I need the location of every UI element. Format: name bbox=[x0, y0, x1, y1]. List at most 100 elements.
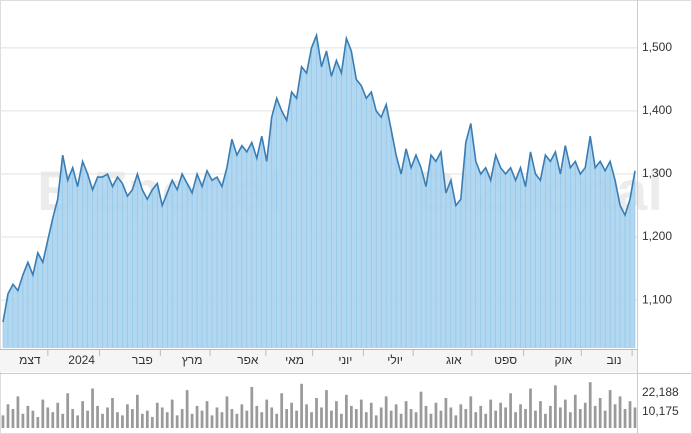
volume-bar bbox=[588, 382, 592, 428]
x-tick-label: 2024 bbox=[68, 353, 95, 367]
volume-bar bbox=[414, 412, 418, 428]
volume-bar bbox=[379, 407, 383, 428]
volume-bar bbox=[31, 410, 35, 428]
volume-bar bbox=[121, 415, 124, 428]
x-tick-label: ספט bbox=[494, 353, 517, 367]
y-tick-label: 1,200 bbox=[642, 229, 672, 243]
volume-bar bbox=[51, 412, 55, 428]
volume-bar bbox=[345, 394, 348, 428]
price-line bbox=[2, 32, 636, 323]
volume-bar bbox=[429, 413, 433, 428]
area-fill bbox=[3, 35, 635, 349]
volume-bar bbox=[558, 407, 562, 428]
volume-bar bbox=[11, 409, 15, 428]
volume-bar bbox=[499, 402, 503, 428]
volume-bar bbox=[126, 404, 129, 428]
volume-bar bbox=[135, 394, 139, 428]
volume-bar bbox=[190, 413, 194, 428]
volume-bar bbox=[260, 412, 264, 428]
volume-bar bbox=[449, 407, 453, 428]
volume-bar bbox=[554, 385, 557, 428]
volume-bar bbox=[96, 405, 99, 428]
volume-bar bbox=[21, 413, 25, 428]
volume-bar bbox=[215, 407, 219, 428]
volume-bar bbox=[325, 390, 328, 428]
volume-bar bbox=[295, 410, 298, 428]
x-tick-label: אוק bbox=[554, 353, 572, 367]
volume-bar bbox=[61, 413, 65, 428]
volume-bar bbox=[524, 409, 527, 428]
volume-bar bbox=[509, 393, 512, 428]
volume-bar bbox=[633, 407, 637, 428]
volume-bar bbox=[270, 407, 274, 428]
volume-bar bbox=[71, 409, 75, 428]
volume-bar bbox=[578, 409, 582, 428]
volume-bar bbox=[444, 397, 448, 428]
volume-bar bbox=[330, 410, 333, 428]
volume-bar bbox=[230, 409, 234, 428]
x-tick-label: יוני bbox=[338, 353, 352, 367]
volume-bar bbox=[608, 390, 612, 428]
volume-bar bbox=[315, 397, 318, 428]
volume-bar bbox=[583, 402, 587, 428]
volume-bar bbox=[26, 405, 30, 428]
volume-bar bbox=[529, 388, 532, 428]
volume-bar bbox=[374, 415, 378, 428]
y-tick-label: 22,188 bbox=[642, 385, 679, 399]
volume-bar bbox=[364, 412, 368, 428]
volume-bar bbox=[36, 416, 40, 428]
volume-bar bbox=[300, 383, 303, 428]
y-tick-label: 1,100 bbox=[642, 292, 672, 306]
y-tick-label: 10,175 bbox=[642, 404, 679, 418]
x-tick-label: יולי bbox=[387, 353, 403, 367]
volume-bar bbox=[220, 412, 224, 428]
volume-bar bbox=[131, 409, 134, 428]
volume-bar bbox=[205, 401, 209, 428]
volume-bar bbox=[623, 409, 627, 428]
volume-bar bbox=[489, 399, 493, 428]
volume-bar bbox=[484, 413, 488, 428]
volume-bar bbox=[195, 405, 199, 428]
volume-bar bbox=[544, 413, 547, 428]
volume-bar bbox=[549, 405, 552, 428]
volume-bar bbox=[439, 410, 443, 428]
volume-bar bbox=[6, 404, 10, 428]
volume-bar bbox=[514, 412, 517, 428]
x-tick-label: אפר bbox=[237, 353, 259, 367]
volume-bar bbox=[1, 415, 5, 428]
volume-bar bbox=[106, 407, 109, 428]
volume-bar bbox=[464, 409, 468, 428]
x-tick-label: אוג bbox=[446, 353, 462, 367]
volume-bar bbox=[359, 399, 363, 428]
volume-bar bbox=[419, 391, 423, 428]
volume-bar bbox=[563, 399, 567, 428]
volume-bar bbox=[86, 410, 89, 428]
volume-bar bbox=[628, 401, 632, 428]
volume-bar bbox=[250, 386, 254, 428]
x-tick-label: דצמ bbox=[19, 353, 41, 367]
volume-bar bbox=[175, 415, 179, 428]
volume-bar bbox=[76, 415, 80, 428]
volume-bar bbox=[320, 407, 323, 428]
volume-bar bbox=[210, 415, 214, 428]
volume-bar bbox=[389, 410, 393, 428]
volume-bar bbox=[618, 396, 622, 428]
volume-bar bbox=[394, 404, 398, 428]
volume-bar bbox=[140, 413, 144, 428]
volume-bar bbox=[573, 394, 577, 428]
volume-bar bbox=[454, 415, 458, 428]
volume-bar bbox=[240, 404, 244, 428]
volume-bar bbox=[539, 401, 542, 428]
volume-bar bbox=[185, 390, 189, 428]
x-tick-label: נוב bbox=[607, 353, 622, 367]
volume-bar bbox=[474, 412, 478, 428]
volume-bar bbox=[469, 396, 473, 428]
volume-bar bbox=[180, 409, 184, 428]
volume-bar bbox=[434, 402, 438, 428]
volume-bar bbox=[160, 407, 164, 428]
volume-bar bbox=[155, 402, 159, 428]
volume-bar bbox=[265, 399, 269, 428]
x-axis-band bbox=[0, 350, 637, 372]
volume-bar bbox=[310, 412, 313, 428]
